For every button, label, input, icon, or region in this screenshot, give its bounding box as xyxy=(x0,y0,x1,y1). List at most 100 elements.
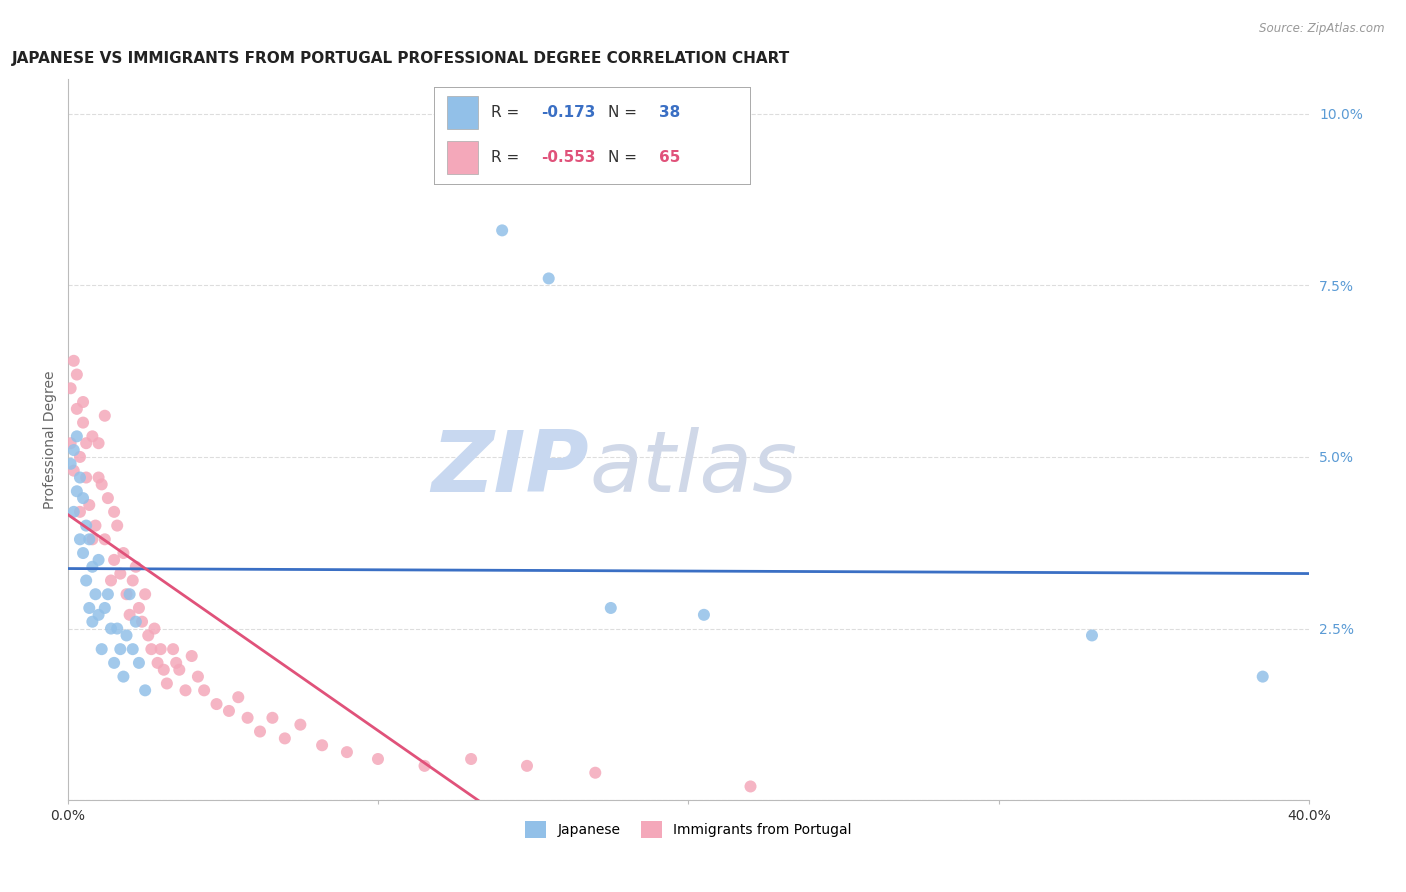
Point xyxy=(87,436,110,450)
Y-axis label: Professional Degree: Professional Degree xyxy=(44,370,58,509)
Point xyxy=(193,683,215,698)
Point xyxy=(460,752,482,766)
Point xyxy=(100,574,122,588)
Point xyxy=(82,533,104,547)
Point xyxy=(162,642,184,657)
Point xyxy=(115,587,138,601)
Point xyxy=(82,429,104,443)
Point xyxy=(131,615,153,629)
Point xyxy=(69,505,91,519)
Point xyxy=(110,566,132,581)
Point xyxy=(94,409,117,423)
Point xyxy=(103,656,125,670)
Point xyxy=(69,450,91,464)
Point xyxy=(740,780,762,794)
Point xyxy=(77,601,100,615)
Point xyxy=(165,656,187,670)
Point xyxy=(72,395,94,409)
Point xyxy=(141,642,163,657)
Point xyxy=(62,443,84,458)
Point xyxy=(118,587,141,601)
Point xyxy=(105,518,128,533)
Point xyxy=(413,759,436,773)
Point xyxy=(103,553,125,567)
Point xyxy=(128,601,150,615)
Point xyxy=(121,574,143,588)
Point xyxy=(262,711,284,725)
Point xyxy=(94,601,117,615)
Point xyxy=(134,683,156,698)
Point xyxy=(149,642,172,657)
Point xyxy=(62,505,84,519)
Point xyxy=(97,587,120,601)
Point xyxy=(125,559,148,574)
Text: Source: ZipAtlas.com: Source: ZipAtlas.com xyxy=(1260,22,1385,36)
Point xyxy=(187,670,209,684)
Point xyxy=(110,642,132,657)
Point xyxy=(75,574,97,588)
Point xyxy=(311,738,333,752)
Point xyxy=(77,533,100,547)
Point xyxy=(290,717,312,731)
Point xyxy=(59,381,82,395)
Point xyxy=(226,690,249,705)
Point xyxy=(125,615,148,629)
Point xyxy=(97,491,120,505)
Point xyxy=(75,436,97,450)
Point xyxy=(491,223,513,237)
Point xyxy=(174,683,197,698)
Text: atlas: atlas xyxy=(589,427,797,510)
Point xyxy=(134,587,156,601)
Point xyxy=(1251,670,1274,684)
Point xyxy=(156,676,179,690)
Point xyxy=(105,622,128,636)
Point xyxy=(136,628,159,642)
Point xyxy=(75,470,97,484)
Point xyxy=(84,518,107,533)
Point xyxy=(205,697,228,711)
Point xyxy=(84,587,107,601)
Point xyxy=(82,559,104,574)
Text: ZIP: ZIP xyxy=(432,427,589,510)
Point xyxy=(152,663,174,677)
Point xyxy=(62,464,84,478)
Point xyxy=(218,704,240,718)
Point xyxy=(66,484,89,499)
Point xyxy=(72,491,94,505)
Point xyxy=(367,752,389,766)
Point xyxy=(90,642,112,657)
Point xyxy=(87,470,110,484)
Point xyxy=(66,368,89,382)
Point xyxy=(128,656,150,670)
Legend: Japanese, Immigrants from Portugal: Japanese, Immigrants from Portugal xyxy=(520,815,858,844)
Point xyxy=(72,546,94,560)
Point xyxy=(143,622,166,636)
Point xyxy=(118,607,141,622)
Point xyxy=(236,711,259,725)
Point xyxy=(112,546,135,560)
Point xyxy=(72,416,94,430)
Point xyxy=(82,615,104,629)
Point xyxy=(146,656,169,670)
Point xyxy=(62,354,84,368)
Point xyxy=(103,505,125,519)
Point xyxy=(59,436,82,450)
Point xyxy=(537,271,560,285)
Point xyxy=(66,429,89,443)
Point xyxy=(115,628,138,642)
Point xyxy=(75,518,97,533)
Point xyxy=(77,498,100,512)
Point xyxy=(100,622,122,636)
Text: JAPANESE VS IMMIGRANTS FROM PORTUGAL PROFESSIONAL DEGREE CORRELATION CHART: JAPANESE VS IMMIGRANTS FROM PORTUGAL PRO… xyxy=(11,51,790,66)
Point xyxy=(66,401,89,416)
Point xyxy=(59,457,82,471)
Point xyxy=(599,601,621,615)
Point xyxy=(1081,628,1104,642)
Point xyxy=(693,607,716,622)
Point xyxy=(169,663,191,677)
Point xyxy=(516,759,538,773)
Point xyxy=(121,642,143,657)
Point xyxy=(336,745,359,759)
Point xyxy=(94,533,117,547)
Point xyxy=(69,533,91,547)
